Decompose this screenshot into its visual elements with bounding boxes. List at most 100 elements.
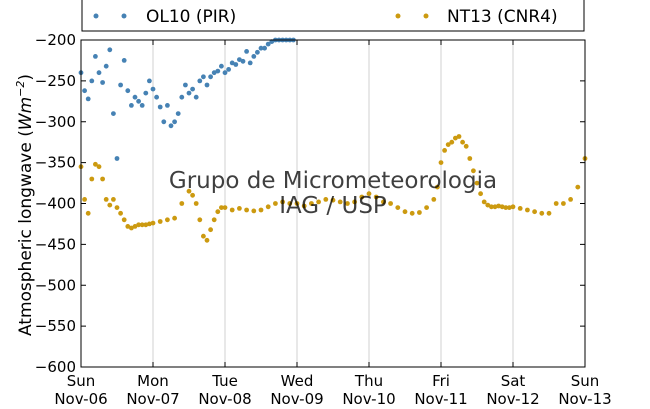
data-point: [139, 103, 145, 108]
series-ol10: [78, 37, 296, 161]
data-point: [409, 210, 415, 216]
data-point: [503, 205, 509, 211]
data-point: [132, 94, 138, 100]
data-point: [553, 201, 559, 206]
data-point: [229, 207, 235, 213]
data-point: [222, 70, 228, 76]
data-point: [208, 227, 214, 233]
data-point: [103, 197, 109, 202]
legend-entry-ol10: OL10 (PIR): [93, 7, 236, 27]
data-point: [193, 94, 199, 100]
data-point: [100, 176, 105, 182]
data-point: [539, 210, 545, 216]
data-point: [460, 139, 465, 145]
x-tick-label-day: Mon: [137, 372, 169, 390]
data-point: [345, 201, 350, 206]
grid: [152, 40, 514, 367]
data-point: [471, 168, 476, 174]
data-point: [381, 199, 386, 205]
watermark-line-1: Grupo de Micrometeorologia: [169, 168, 497, 194]
data-point: [125, 88, 131, 94]
data-point: [125, 224, 131, 229]
data-point: [165, 103, 170, 108]
legend-label-nt13: NT13 (CNR4): [447, 7, 558, 27]
x-tick-label-day: Sun: [571, 372, 600, 390]
data-point: [190, 192, 196, 198]
x-tick-label-day: Sat: [501, 372, 526, 390]
data-point: [546, 210, 552, 216]
data-point: [161, 119, 167, 125]
data-point: [168, 123, 174, 129]
data-point: [287, 201, 293, 206]
data-point: [96, 164, 102, 170]
data-point: [485, 202, 491, 208]
data-point: [255, 49, 260, 55]
data-point: [183, 82, 188, 88]
data-point: [154, 94, 160, 100]
x-tick-label-date: Nov-07: [126, 390, 179, 408]
data-point: [237, 206, 242, 211]
data-point: [561, 201, 566, 206]
x-tick-label-day: Tue: [211, 372, 238, 390]
data-point: [132, 224, 138, 229]
data-point: [417, 210, 422, 215]
data-point: [157, 219, 163, 224]
y-tick-label: −300: [35, 113, 76, 131]
data-point: [229, 60, 235, 66]
legend-marker-nt13: [395, 13, 401, 19]
legend-entry-nt13: NT13 (CNR4): [395, 7, 558, 27]
data-point: [118, 210, 123, 216]
data-point: [186, 90, 192, 96]
data-point: [165, 217, 170, 223]
data-point: [265, 204, 271, 210]
data-point: [201, 74, 206, 80]
data-point: [201, 233, 206, 239]
data-point: [237, 57, 242, 62]
data-point: [323, 197, 329, 202]
data-point: [179, 94, 185, 100]
data-point: [568, 197, 573, 202]
y-tick-label: −450: [35, 235, 76, 253]
data-point: [118, 82, 123, 88]
y-tick-label: −400: [35, 195, 76, 213]
watermark-line-2: IAG / USP: [279, 193, 387, 219]
data-point: [301, 203, 307, 209]
data-point: [204, 237, 210, 243]
data-point: [111, 111, 116, 116]
data-point: [359, 194, 365, 200]
data-point: [121, 58, 127, 63]
y-tick-label: −250: [35, 72, 76, 90]
data-point: [525, 207, 530, 213]
data-point: [431, 197, 437, 202]
data-point: [89, 78, 95, 84]
data-point: [316, 199, 321, 205]
data-point: [507, 205, 512, 211]
x-tick-label-day: Wed: [281, 372, 314, 390]
y-axis-label: Atmospheric longwave (Wm−2): [14, 74, 36, 336]
data-point: [147, 78, 152, 84]
data-point: [309, 201, 314, 206]
x-tick-label-date: Nov-08: [198, 390, 251, 408]
data-point: [330, 197, 336, 203]
data-point: [197, 217, 203, 223]
data-point: [190, 86, 196, 92]
data-point: [93, 54, 98, 59]
x-tick-label-date: Nov-13: [558, 390, 611, 408]
data-point: [100, 80, 105, 85]
y-axis-label-exponent: −2: [14, 81, 27, 97]
data-point: [247, 60, 253, 66]
data-point: [395, 205, 401, 211]
x-tick-label-date: Nov-06: [54, 390, 107, 408]
data-point: [496, 203, 501, 209]
data-point: [82, 88, 87, 94]
data-point: [96, 70, 102, 76]
data-point: [114, 205, 120, 211]
x-tick-label-date: Nov-10: [342, 390, 395, 408]
data-point: [244, 207, 250, 213]
data-point: [453, 135, 458, 141]
legend-marker-ol10: [93, 13, 99, 19]
data-point: [114, 156, 120, 161]
data-point: [499, 204, 505, 210]
data-point: [258, 207, 264, 213]
